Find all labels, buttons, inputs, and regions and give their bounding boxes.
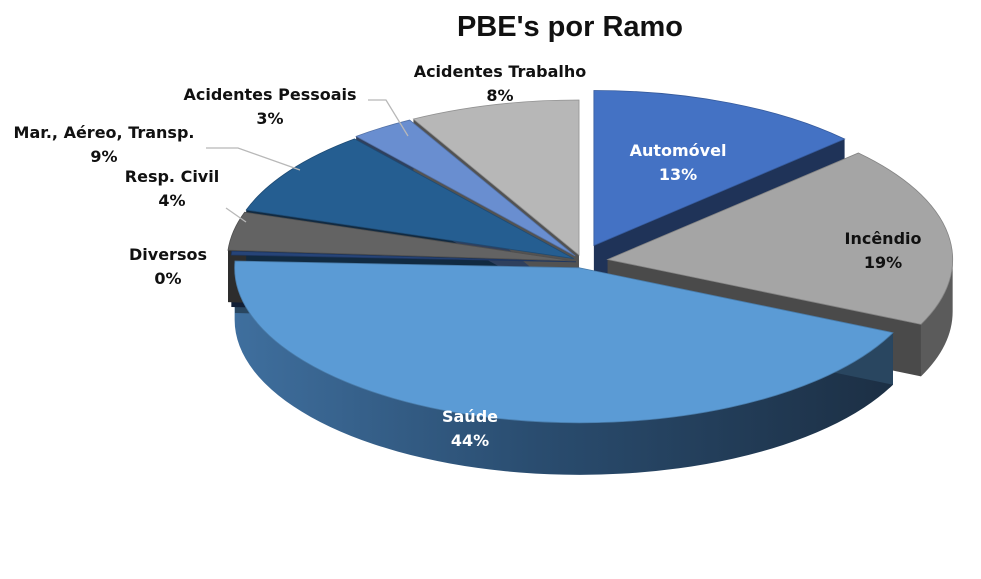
slice-name-label: Mar., Aéreo, Transp. xyxy=(14,123,195,142)
slice-wall xyxy=(920,259,953,377)
slice-inc-ndio xyxy=(606,152,954,325)
slice-percent-label: 4% xyxy=(158,191,185,210)
chart-title: PBE's por Ramo xyxy=(457,11,683,43)
data-labels: Automóvel 13% Incêndio 19% Saúde 44% Diversos 0… xyxy=(14,62,922,450)
slice-name-label: Diversos xyxy=(129,245,207,264)
slice-acidentes-trabalho xyxy=(412,99,580,256)
slice-percent-label: 44% xyxy=(451,431,489,450)
leader-line xyxy=(368,99,409,137)
slice-name-label: Automóvel xyxy=(630,141,727,160)
slice-name-label: Saúde xyxy=(442,407,498,426)
slice-percent-label: 13% xyxy=(659,165,697,184)
slice-acidentes-pessoais xyxy=(355,119,576,257)
slice-resp-civil xyxy=(227,211,573,262)
slice-percent-label: 19% xyxy=(864,253,902,272)
slice-name-label: Incêndio xyxy=(845,229,922,248)
slice-wall xyxy=(234,267,893,475)
slice-diversos xyxy=(230,250,577,263)
leader-line xyxy=(206,147,301,171)
slice-percent-label: 8% xyxy=(486,86,513,105)
slice-percent-label: 0% xyxy=(154,269,181,288)
slice-name-label: Acidentes Pessoais xyxy=(183,85,356,104)
slice-percent-label: 3% xyxy=(256,109,283,128)
slice-name-label: Resp. Civil xyxy=(125,167,219,186)
slice-mar-a-reo-transp- xyxy=(245,138,574,260)
slice-name-label: Acidentes Trabalho xyxy=(414,62,587,81)
slice-percent-label: 9% xyxy=(90,147,117,166)
leader-line xyxy=(225,207,247,223)
slice-sa-de xyxy=(234,260,894,424)
pie-slices xyxy=(227,90,954,475)
slice-autom-vel xyxy=(593,90,846,247)
